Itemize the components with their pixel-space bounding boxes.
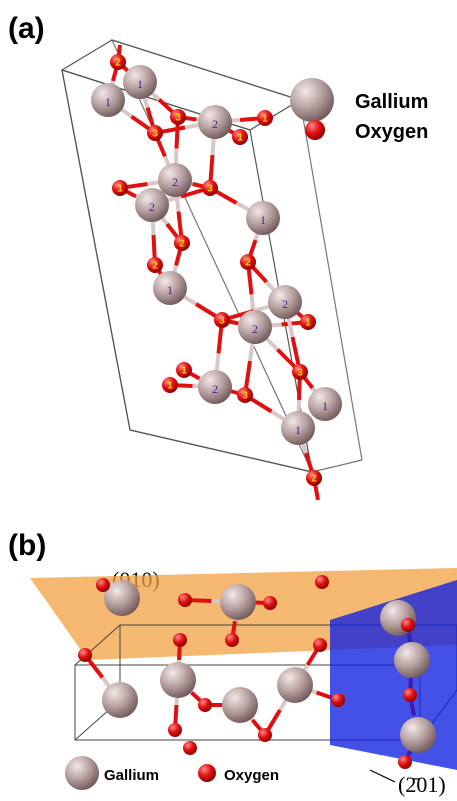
- gallium-atom: [222, 687, 258, 723]
- site-label: 2: [245, 258, 251, 269]
- oxygen-atom: [178, 593, 192, 607]
- site-label: 2: [282, 297, 288, 311]
- oxygen-atom: [183, 741, 197, 755]
- oxygen-atom: [401, 618, 415, 632]
- gallium-atom: [400, 717, 436, 753]
- arrow: [370, 770, 395, 782]
- legend-oxygen: [305, 120, 325, 140]
- site-label: 1: [322, 399, 328, 413]
- legend-gallium: [290, 78, 334, 122]
- gallium-atom: [220, 584, 256, 620]
- site-label: 1: [305, 318, 311, 329]
- site-label: 2: [212, 117, 218, 131]
- oxygen-atom: [313, 638, 327, 652]
- site-label: 2: [179, 239, 185, 250]
- panel-label: (b): [8, 529, 46, 562]
- gallium-atom: [394, 642, 430, 678]
- oxygen-atom: [198, 698, 212, 712]
- site-label: 3: [242, 391, 248, 402]
- gallium-atom: [102, 682, 138, 718]
- site-label: 3: [152, 129, 158, 140]
- legend-gallium: [65, 756, 99, 790]
- oxygen-atom: [78, 648, 92, 662]
- site-label: 1: [181, 366, 187, 377]
- oxygen-atom: [173, 633, 187, 647]
- site-label: 3: [207, 184, 213, 195]
- legend-label: Gallium: [104, 767, 159, 784]
- gallium-atom: [277, 667, 313, 703]
- figure: (a) 11222112221123131312223111332 Galliu…: [0, 0, 457, 801]
- site-label: 2: [311, 474, 317, 485]
- oxygen-atom: [225, 633, 239, 647]
- oxygen-atom: [258, 728, 272, 742]
- oxygen-atom: [331, 693, 345, 707]
- oxygen-atom: [96, 578, 110, 592]
- oxygen-atom: [168, 723, 182, 737]
- site-label: 1: [237, 133, 243, 144]
- site-label: 2: [152, 261, 158, 272]
- legend-oxygen: [198, 764, 216, 782]
- panel-label: (a): [8, 12, 45, 45]
- legend-label: Oxygen: [355, 121, 428, 143]
- site-label: 2: [212, 382, 218, 396]
- site-label: 1: [167, 381, 173, 392]
- site-label: 2: [115, 58, 121, 69]
- site-label: 1: [105, 95, 111, 109]
- site-label: 1: [260, 213, 266, 227]
- gallium-atom: [160, 662, 196, 698]
- oxygen-atom: [403, 688, 417, 702]
- site-label: 3: [297, 368, 303, 379]
- oxygen-atom: [398, 755, 412, 769]
- site-label: 1: [137, 77, 143, 91]
- legend-label: Gallium: [355, 91, 428, 113]
- site-label: 2: [172, 175, 178, 189]
- oxygen-atom: [263, 596, 277, 610]
- site-label: 3: [175, 113, 181, 124]
- site-label: 1: [262, 114, 268, 125]
- plane-label: (2̄01): [398, 772, 446, 797]
- site-label: 1: [167, 283, 173, 297]
- legend-label: Oxygen: [224, 767, 279, 784]
- site-label: 3: [219, 316, 225, 327]
- site-label: 1: [295, 423, 301, 437]
- oxygen-atom: [315, 575, 329, 589]
- site-label: 2: [252, 322, 258, 336]
- site-label: 1: [117, 184, 123, 195]
- site-label: 2: [149, 200, 155, 214]
